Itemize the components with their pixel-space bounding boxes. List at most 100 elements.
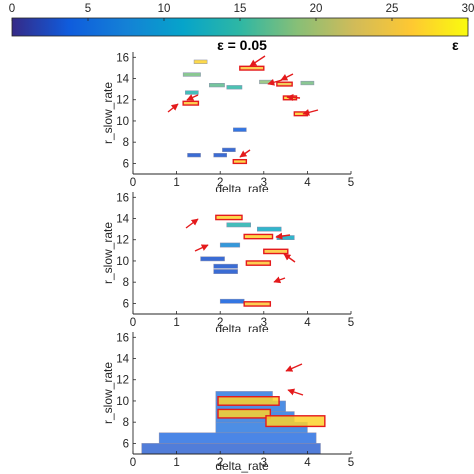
y-tick-label: 16	[116, 52, 129, 64]
x-tick-label: 5	[348, 457, 354, 469]
y-tick-label: 12	[116, 235, 129, 247]
x-tick-label: 1	[173, 177, 179, 189]
annotation-arrow	[275, 232, 291, 240]
annotation-arrow	[249, 55, 266, 67]
heatmap-cell	[226, 85, 243, 90]
y-tick-label: 14	[116, 354, 129, 366]
annotation-arrow	[302, 108, 319, 116]
x-tick-label: 4	[304, 317, 311, 329]
colorbar-tick-label: 20	[310, 3, 323, 15]
annotation-arrow	[273, 276, 286, 284]
heatmap-cell	[158, 432, 317, 444]
heatmap-cell	[141, 443, 321, 455]
highlighted-cell	[217, 408, 272, 419]
highlighted-cell	[182, 100, 200, 106]
colorbar-ticks: 0 5 10 15 20 25 30	[9, 3, 474, 21]
panel-title-right: ε	[452, 37, 459, 53]
annotation-arrow	[267, 78, 283, 86]
plot-area	[133, 192, 351, 314]
y-tick-label: 16	[116, 332, 129, 344]
annotation-arrow	[167, 103, 179, 113]
x-tick-label: 3	[261, 457, 267, 469]
colorbar: 0 5 10 15 20 25 30	[9, 3, 474, 37]
heatmap-cell	[300, 80, 315, 86]
highlighted-cell	[239, 65, 265, 71]
x-tick-label: 4	[304, 457, 311, 469]
heatmap-cell	[200, 256, 225, 262]
highlighted-cell	[265, 415, 326, 428]
annotation-arrow	[287, 388, 304, 396]
heatmap-cell	[213, 269, 238, 274]
heatmap-cell	[233, 127, 247, 132]
heatmap-cell	[187, 153, 201, 158]
heatmap-cell	[182, 72, 201, 77]
x-tick-label: 5	[348, 177, 354, 189]
y-tick-label: 6	[123, 298, 129, 310]
highlighted-cell	[232, 158, 248, 165]
x-tick-label: 4	[304, 177, 311, 189]
y-axis-label: r_slow_rate	[101, 362, 115, 424]
y-tick-label: 8	[123, 137, 129, 149]
highlighted-cell	[243, 301, 272, 307]
annotation-arrow	[185, 218, 199, 229]
y-tick-label: 10	[116, 396, 129, 408]
x-tick-label: 3	[261, 317, 267, 329]
y-tick-label: 14	[116, 74, 129, 86]
heatmap-cell	[185, 90, 199, 95]
heatmap-cell	[209, 83, 225, 88]
heatmap-cell	[226, 222, 251, 228]
heatmap-cell	[219, 298, 245, 304]
highlighted-cell	[276, 81, 293, 87]
highlighted-cell	[245, 260, 272, 266]
annotation-arrow	[194, 244, 209, 252]
heatmap-cell	[219, 242, 241, 248]
colorbar-tick-label: 10	[158, 3, 171, 15]
x-tick-label: 1	[173, 457, 179, 469]
y-axis-label: r_slow_rate	[101, 222, 115, 284]
panel-title: ε = 0.05	[217, 37, 267, 53]
y-tick-label: 12	[116, 95, 129, 107]
heatmap-cell	[213, 153, 227, 158]
y-tick-label: 14	[116, 214, 129, 226]
annotation-arrow	[186, 94, 199, 101]
annotation-arrow	[239, 149, 251, 158]
x-tick-label: 5	[348, 317, 354, 329]
annotation-arrow	[285, 363, 303, 372]
x-tick-label: 2	[217, 457, 223, 469]
colorbar-tick-label: 0	[9, 3, 15, 15]
annotation-arrow	[283, 253, 296, 263]
y-tick-label: 16	[116, 192, 129, 204]
x-tick-label: 3	[261, 177, 267, 189]
colorbar-tick-label: 5	[85, 3, 91, 15]
annotation-arrow	[280, 73, 294, 81]
y-axis-label: r_slow_rate	[101, 82, 115, 144]
x-tick-label: 0	[130, 177, 136, 189]
y-tick-label: 12	[116, 375, 129, 387]
heatmap-cell	[193, 59, 208, 64]
x-tick-label: 0	[130, 317, 136, 329]
y-tick-label: 10	[116, 256, 129, 268]
colorbar-tick-label: 25	[386, 3, 399, 15]
highlighted-cell	[263, 248, 289, 255]
y-tick-label: 8	[123, 417, 129, 429]
highlighted-cell	[215, 214, 243, 221]
x-tick-label: 2	[217, 317, 223, 329]
heatmap-cell	[257, 226, 282, 232]
x-tick-label: 2	[217, 177, 223, 189]
highlighted-cell	[217, 396, 280, 406]
heatmap-cell	[222, 147, 236, 152]
y-tick-label: 6	[123, 438, 129, 450]
y-tick-label: 10	[116, 116, 129, 128]
annotation-arrow	[286, 93, 301, 101]
y-tick-label: 6	[123, 158, 129, 170]
heatmap-cell	[213, 263, 238, 269]
colorbar-tick-label: 30	[462, 3, 474, 15]
x-axis-label: delta_rate	[215, 459, 269, 473]
y-tick-label: 8	[123, 277, 129, 289]
x-tick-label: 0	[130, 457, 136, 469]
